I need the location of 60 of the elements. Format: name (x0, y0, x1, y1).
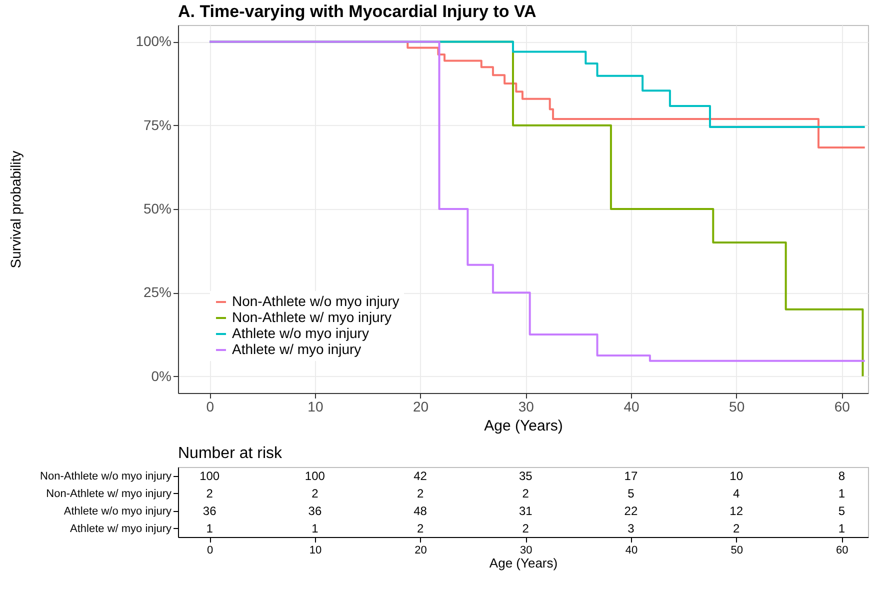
data-label: 5 (838, 504, 846, 518)
data-label: 3 (628, 521, 635, 536)
data-label: 100 (200, 468, 220, 483)
data-label: 2 (206, 486, 214, 500)
legend-label: Athlete w/ myo injury (232, 341, 362, 357)
data-label: 2 (522, 521, 530, 536)
x-axis-title: Age (Years) (489, 556, 558, 570)
legend-label: Non-Athlete w/o myo injury (232, 293, 400, 309)
chart-title: A. Time-varying with Myocardial Injury to VA (178, 2, 536, 21)
y-axis-title: Survival probability (8, 150, 24, 268)
data-label: 42 (414, 468, 428, 483)
data-label: 12 (730, 504, 744, 518)
y-tick-label: 100% (136, 33, 172, 50)
data-label: 1 (312, 521, 319, 536)
x-axis-title: Age (Years) (484, 418, 563, 434)
data-label: 1 (838, 486, 846, 500)
x-tick-label: 20 (413, 398, 429, 414)
data-label: 48 (414, 504, 428, 518)
y-tick-label: 25% (143, 284, 172, 300)
data-label: 100 (304, 468, 326, 483)
x-tick-label: 60 (834, 398, 850, 414)
y-tick-label: 75% (143, 116, 172, 133)
data-label: 1 (838, 521, 846, 536)
chart-title: Number at risk (178, 445, 284, 462)
y-tick-label: Non-Athlete w/o myo injury (40, 470, 172, 482)
x-tick-label: 0 (206, 398, 214, 414)
y-tick-label: Non-Athlete w/ myo injury (46, 488, 172, 500)
x-tick-label: 10 (309, 544, 322, 556)
data-label: 36 (308, 504, 322, 518)
x-tick-label: 0 (207, 544, 214, 556)
data-label: 17 (624, 468, 638, 483)
data-label: 36 (202, 504, 217, 518)
data-label: 22 (624, 504, 638, 518)
y-tick-label: 0% (151, 368, 172, 384)
data-label: 2 (416, 486, 424, 500)
x-tick-label: 40 (624, 398, 640, 414)
data-label: 1 (206, 521, 214, 536)
x-tick-label: 50 (729, 398, 745, 414)
data-label: 10 (730, 468, 744, 483)
data-label: 5 (628, 486, 635, 500)
x-tick-label: 60 (836, 544, 848, 556)
data-label: 2 (522, 486, 530, 500)
data-label: 2 (416, 521, 424, 536)
y-tick-label: 50% (143, 200, 172, 216)
y-tick-label: Athlete w/o myo injury (64, 505, 172, 518)
data-label: 35 (518, 468, 533, 483)
data-label: 2 (732, 521, 740, 536)
data-label: 31 (518, 504, 533, 518)
data-label: 8 (838, 468, 846, 483)
x-tick-label: 40 (625, 544, 638, 556)
legend-label: Athlete w/o myo injury (232, 325, 369, 341)
x-tick-label: 50 (730, 544, 743, 556)
legend-label: Non-Athlete w/ myo injury (232, 309, 392, 325)
data-label: 2 (312, 486, 319, 500)
x-tick-label: 30 (520, 544, 532, 556)
x-tick-label: 30 (518, 398, 534, 414)
data-label: 4 (732, 486, 740, 500)
x-tick-label: 10 (308, 398, 324, 414)
x-tick-label: 20 (414, 544, 427, 556)
y-tick-label: Athlete w/ myo injury (70, 522, 172, 535)
